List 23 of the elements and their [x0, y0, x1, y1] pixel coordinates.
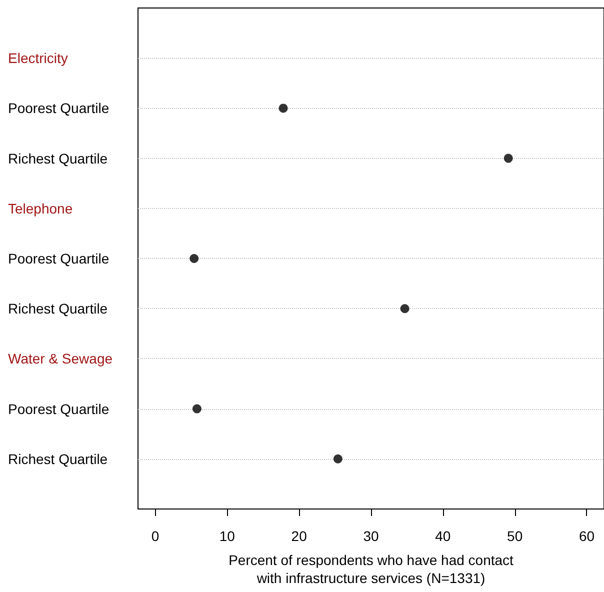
point [400, 304, 410, 314]
y-tick-label: Poorest Quartile [8, 400, 110, 417]
point [192, 404, 202, 414]
y-tick-label: Richest Quartile [8, 300, 108, 317]
x-axis-title: Percent of respondents who have had contact with infrastructure services (N=1331) [228, 552, 514, 586]
y-tick-label: Water & Sewage [8, 350, 113, 367]
y-tick-label: Richest Quartile [8, 450, 108, 467]
x-tick-label: 10 [219, 528, 236, 544]
y-tick-label: Richest Quartile [8, 150, 108, 166]
x-tick-label: 30 [363, 528, 379, 544]
y-tick-label: Electricity [8, 50, 68, 66]
x-tick-label: 0 [151, 528, 160, 544]
x-tick-label: 50 [507, 528, 523, 544]
point [190, 254, 199, 263]
point [278, 104, 288, 113]
y-tick-label: Poorest Quartile [8, 250, 110, 266]
x-tick-label: 60 [578, 528, 595, 544]
x-tick-label: 20 [291, 528, 308, 544]
x-tick-label: 40 [435, 528, 451, 544]
point [504, 154, 513, 163]
y-tick-label: Poorest Quartile [8, 100, 110, 116]
point [333, 454, 342, 464]
y-tick-label: Telephone [8, 200, 73, 216]
